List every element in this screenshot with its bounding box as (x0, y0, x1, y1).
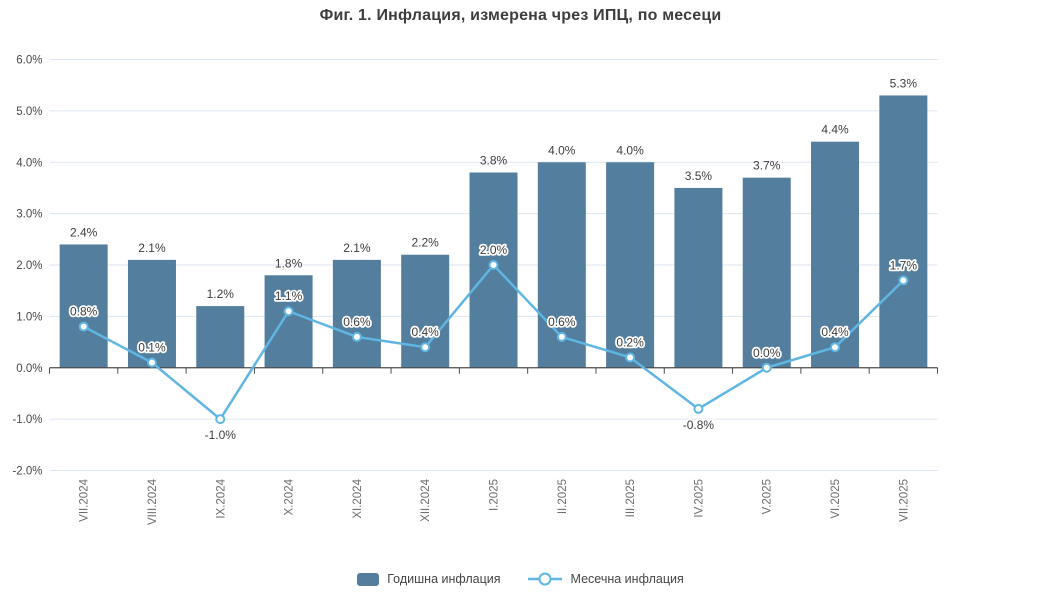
x-axis-category-label: I.2025 (489, 479, 501, 511)
bar-X.2024[interactable] (264, 275, 313, 368)
bar-value-label: 3.8% (480, 154, 508, 168)
bar-value-label: 5.3% (890, 76, 918, 90)
bar-value-label: 3.7% (753, 159, 781, 173)
x-axis-category-label: XII.2024 (420, 478, 432, 521)
x-axis-category-label: VIII.2024 (147, 478, 159, 525)
line-point-IV.2025[interactable] (693, 403, 704, 414)
line-value-label: 2.0% (480, 243, 508, 257)
line-value-label: -0.8% (683, 418, 715, 432)
legend-label-annual: Годишна инфлация (387, 572, 501, 586)
line-value-label: 0.0% (753, 346, 781, 360)
bar-XI.2024[interactable] (332, 259, 381, 368)
line-series-swatch (527, 572, 562, 586)
x-axis-category-label: IX.2024 (215, 478, 227, 518)
x-axis-category-label: X.2024 (284, 478, 296, 515)
line-value-label: 0.6% (343, 315, 371, 329)
y-axis-tick-label: 1.0% (16, 311, 42, 323)
line-point-VIII.2024[interactable] (146, 357, 157, 368)
x-axis-category-label: V.2025 (762, 479, 774, 514)
bar-IX.2024[interactable] (196, 306, 245, 368)
inflation-chart-canvas: -2.0% -1.0% 0.0% 1.0% 2.0% 3.0% 4.0% 5.0% 6.0% VI… (12, 55, 938, 525)
line-value-label: 0.8% (70, 305, 98, 319)
legend-item-monthly-inflation[interactable]: Месечна инфлация (527, 571, 684, 587)
chart-legend: Годишна инфлация Месечна инфлация (0, 571, 1041, 587)
line-point-II.2025[interactable] (556, 331, 567, 342)
bar-I.2025[interactable] (469, 172, 518, 368)
line-value-label: 1.7% (890, 258, 918, 272)
bar-value-label: 2.1% (138, 241, 166, 255)
y-axis-tick-label: -1.0% (12, 414, 42, 426)
x-axis-category-label: VII.2024 (79, 478, 91, 521)
line-point-VII.2024[interactable] (78, 321, 89, 332)
bar-value-label: 3.5% (685, 169, 713, 183)
line-value-label: 0.4% (412, 325, 440, 339)
x-axis-category-label: IV.2025 (693, 479, 705, 518)
line-point-V.2025[interactable] (761, 362, 772, 373)
line-value-label: 0.2% (616, 335, 644, 349)
line-point-VII.2025[interactable] (898, 275, 909, 286)
x-axis-category-label: III.2025 (625, 479, 637, 517)
y-axis-tick-label: 0.0% (16, 363, 42, 375)
line-point-VI.2025[interactable] (830, 342, 841, 353)
line-point-I.2025[interactable] (488, 260, 499, 270)
bar-value-label: 1.2% (207, 287, 235, 301)
y-axis-tick-label: -2.0% (12, 466, 42, 478)
line-value-label: -1.0% (205, 428, 237, 442)
bar-series-swatch (357, 572, 380, 586)
bar-III.2025[interactable] (606, 162, 655, 368)
bar-value-label: 4.0% (548, 143, 576, 157)
bar-VIII.2024[interactable] (127, 259, 176, 368)
y-axis-tick-label: 6.0% (16, 55, 42, 67)
bar-VII.2025[interactable] (879, 95, 928, 368)
x-axis-category-label: XI.2024 (352, 478, 364, 518)
legend-label-monthly: Месечна инфлация (570, 572, 684, 586)
line-value-label: 0.1% (138, 341, 166, 355)
y-axis-tick-label: 2.0% (16, 260, 42, 272)
y-axis-tick-label: 4.0% (16, 157, 42, 169)
x-axis-category-label: II.2025 (557, 479, 569, 514)
line-point-IX.2024[interactable] (215, 414, 226, 425)
bar-value-label: 4.4% (821, 123, 849, 137)
bar-value-label: 2.4% (70, 225, 98, 239)
line-point-XII.2024[interactable] (420, 342, 431, 353)
bar-V.2025[interactable] (742, 177, 791, 368)
line-value-label: 0.4% (821, 325, 849, 339)
line-point-III.2025[interactable] (625, 352, 636, 363)
bar-value-label: 4.0% (616, 143, 644, 157)
legend-marker-icon (538, 572, 552, 586)
x-axis-category-label: VII.2025 (898, 479, 910, 522)
line-value-label: 1.1% (275, 289, 303, 303)
bar-VII.2024[interactable] (59, 244, 108, 368)
line-value-label: 0.6% (548, 315, 576, 329)
bar-IV.2025[interactable] (674, 187, 723, 368)
bar-value-label: 2.1% (343, 241, 371, 255)
y-axis-tick-label: 5.0% (16, 106, 42, 118)
bar-value-label: 1.8% (275, 256, 303, 270)
chart-title: Фиг. 1. Инфлация, измерена чрез ИПЦ, по … (319, 7, 722, 24)
line-point-XI.2024[interactable] (351, 331, 362, 342)
bar-value-label: 2.2% (412, 236, 440, 250)
line-point-X.2024[interactable] (283, 306, 294, 317)
x-axis-category-label: VI.2025 (830, 479, 842, 519)
legend-item-annual-inflation[interactable]: Годишна инфлация (357, 572, 501, 586)
y-axis-tick-label: 3.0% (16, 209, 42, 221)
